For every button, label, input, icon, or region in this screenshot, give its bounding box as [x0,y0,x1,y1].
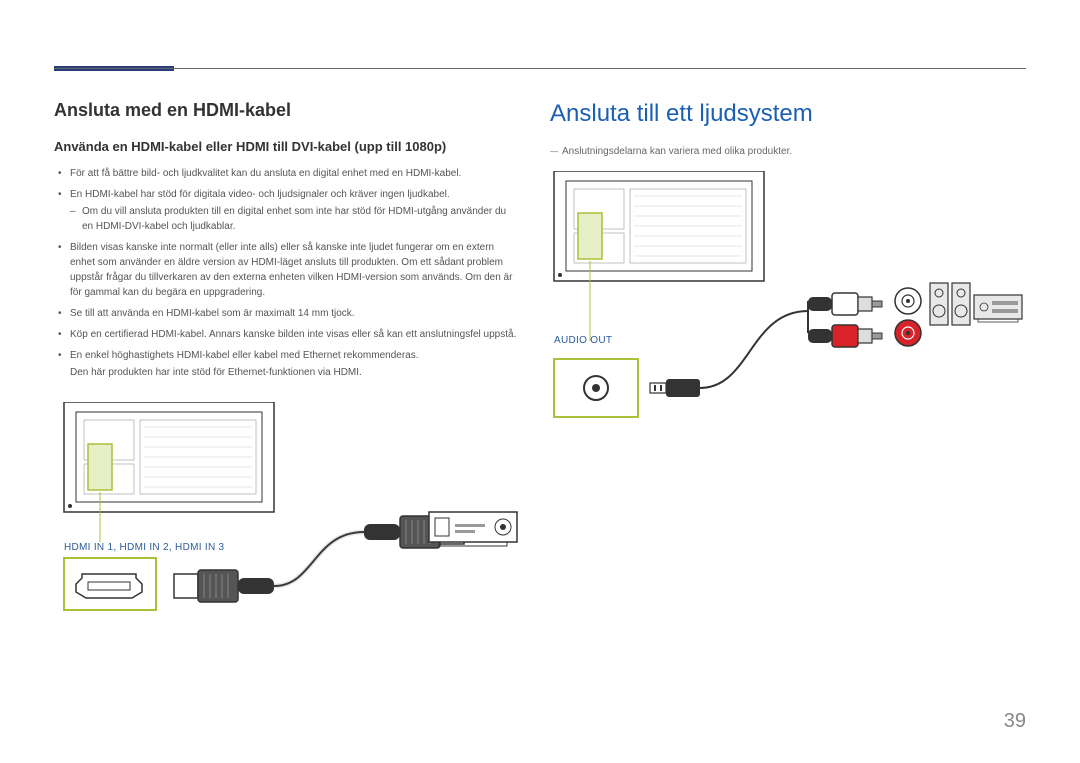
hdmi-diagram: HDMI IN 1, HDMI IN 2, HDMI IN 3 [54,402,519,553]
list-item: För att få bättre bild- och ljudkvalitet… [54,166,519,181]
list-item: Bilden visas kanske inte normalt (eller … [54,240,519,300]
hdmi-section-title: Ansluta med en HDMI-kabel [54,100,519,121]
list-item: En enkel höghastighets HDMI-kabel eller … [54,348,519,363]
page-number: 39 [1004,710,1026,733]
audio-diagram: AUDIO OUT [550,171,1026,442]
right-column: Ansluta till ett ljudsystem Anslutningsd… [550,100,1026,448]
header-divider [54,68,1026,69]
audio-section-title: Ansluta till ett ljudsystem [550,100,1026,128]
list-item: Se till att använda en HDMI-kabel som är… [54,306,519,321]
left-column: Ansluta med en HDMI-kabel Använda en HDM… [54,100,519,633]
list-item: En HDMI-kabel har stöd för digitala vide… [54,187,519,202]
audio-footnote: Anslutningsdelarna kan variera med olika… [550,146,1026,157]
sub-note: Om du vill ansluta produkten till en dig… [54,204,519,234]
hdmi-subtitle: Använda en HDMI-kabel eller HDMI till DV… [54,139,519,154]
plain-note: Den här produkten har inte stöd för Ethe… [54,365,519,380]
audio-port-label: AUDIO OUT [554,335,1030,346]
hdmi-bullet-list-2: Bilden visas kanske inte normalt (eller … [54,240,519,363]
list-item: Köp en certifierad HDMI-kabel. Annars ka… [54,327,519,342]
hdmi-bullet-list: För att få bättre bild- och ljudkvalitet… [54,166,519,202]
